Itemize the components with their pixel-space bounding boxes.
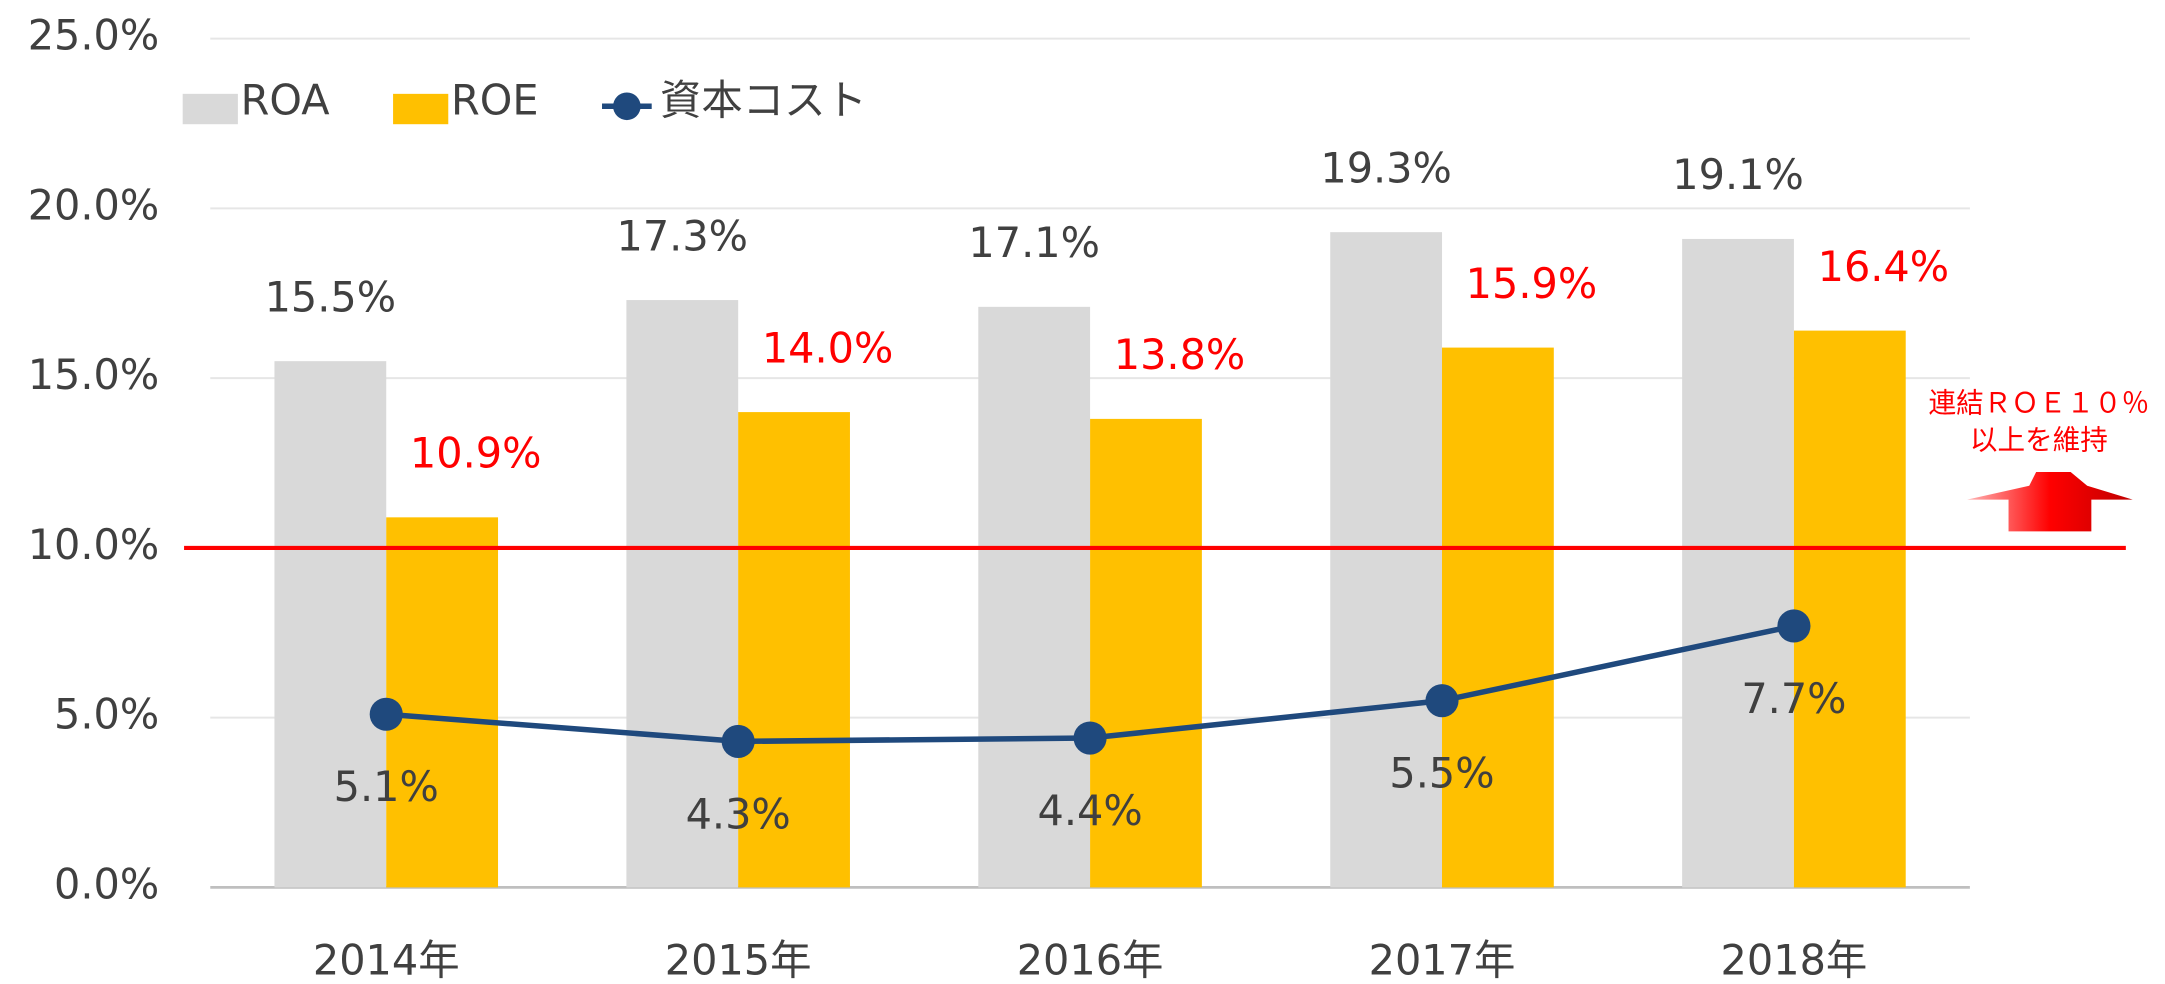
data-label: 10.9% bbox=[410, 430, 542, 478]
x-tick-label: 2016年 bbox=[1017, 936, 1164, 984]
legend-swatch bbox=[393, 93, 449, 125]
bar bbox=[1793, 330, 1906, 888]
data-label: 13.8% bbox=[1114, 331, 1246, 379]
bar bbox=[1090, 418, 1202, 888]
bar bbox=[1442, 347, 1554, 888]
data-label: 16.4% bbox=[1818, 243, 1950, 291]
legend-label: ROA bbox=[241, 77, 330, 125]
y-tick-label: 25.0% bbox=[28, 12, 160, 60]
data-label: 7.7% bbox=[1741, 675, 1846, 723]
bar bbox=[1330, 232, 1443, 888]
bar bbox=[626, 300, 739, 888]
data-label: 17.3% bbox=[617, 212, 749, 260]
legend-marker bbox=[613, 92, 641, 121]
legend-swatch bbox=[182, 93, 238, 125]
y-tick-label: 0.0% bbox=[54, 860, 159, 908]
bar bbox=[978, 306, 1091, 888]
data-label: 19.1% bbox=[1672, 151, 1804, 199]
data-label: 4.3% bbox=[686, 790, 791, 838]
data-label: 4.4% bbox=[1038, 787, 1143, 835]
line-marker bbox=[1777, 609, 1811, 643]
line-marker bbox=[1425, 684, 1459, 718]
x-tick-label: 2018年 bbox=[1721, 936, 1868, 984]
annotation: 連結ＲＯＥ１０％ bbox=[1929, 386, 2150, 419]
x-tick-label: 2017年 bbox=[1369, 936, 1516, 984]
data-label: 15.9% bbox=[1466, 260, 1598, 308]
y-tick-label: 15.0% bbox=[28, 351, 160, 399]
data-label: 17.1% bbox=[968, 219, 1100, 267]
x-tick-label: 2015年 bbox=[665, 936, 812, 984]
legend-label: 資本コスト bbox=[660, 77, 867, 125]
annotation: 以上を維持 bbox=[1970, 424, 2108, 457]
bar bbox=[738, 412, 850, 888]
line-marker bbox=[369, 697, 403, 731]
legend-label: ROE bbox=[451, 77, 539, 125]
bar bbox=[386, 517, 499, 888]
bar bbox=[1682, 238, 1794, 888]
x-tick-label: 2014年 bbox=[313, 936, 460, 984]
data-label: 5.1% bbox=[334, 763, 439, 811]
data-label: 14.0% bbox=[762, 324, 894, 372]
up-arrow bbox=[1967, 471, 2133, 532]
data-label: 19.3% bbox=[1320, 144, 1452, 192]
data-label: 5.5% bbox=[1389, 750, 1494, 798]
bar bbox=[274, 361, 387, 888]
line-marker bbox=[1073, 721, 1107, 755]
y-tick-label: 10.0% bbox=[28, 521, 160, 569]
y-tick-label: 20.0% bbox=[28, 181, 160, 229]
line-marker bbox=[721, 724, 755, 758]
data-label: 15.5% bbox=[265, 273, 397, 321]
y-tick-label: 5.0% bbox=[54, 691, 159, 739]
